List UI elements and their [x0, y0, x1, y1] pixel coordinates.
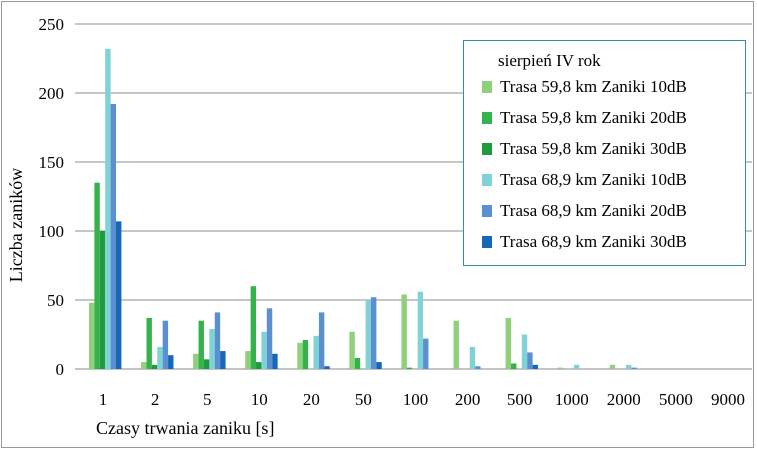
legend-label: Trasa 59,8 km Zaniki 30dB [500, 139, 687, 158]
bar-series-4-category-200 [475, 366, 481, 369]
x-tick-label: 5000 [659, 390, 693, 409]
bar-series-4-category-5 [214, 312, 221, 369]
legend-label: Trasa 68,9 km Zaniki 10dB [500, 170, 687, 189]
bar-series-1-category-5 [198, 320, 204, 369]
legend-item: Trasa 59,8 km Zaniki 20dB [482, 108, 687, 128]
bar-series-3-category-10 [261, 331, 267, 369]
legend-item: Trasa 59,8 km Zaniki 30dB [482, 139, 687, 159]
bar-series-3-category-50 [365, 300, 371, 369]
bar-series-3-category-2 [157, 346, 163, 369]
bar-series-3-category-5 [209, 328, 215, 369]
bar-series-0-category-500 [505, 317, 512, 369]
bar-series-3-category-100 [417, 291, 424, 369]
bar-series-0-category-1 [89, 302, 95, 369]
bar-series-3-category-1000 [573, 364, 580, 369]
legend-label: Trasa 59,8 km Zaniki 20dB [500, 108, 687, 127]
legend-swatch [482, 174, 492, 186]
legend-swatch [482, 143, 492, 155]
bar-series-3-category-200 [469, 346, 476, 369]
x-axis-ticks: 1 2 5 10 20 50 100 200 500 1000 2000 5000 9000 [99, 390, 745, 409]
legend-swatch [482, 112, 492, 124]
x-tick-label: 9000 [711, 390, 745, 409]
legend-label: Trasa 68,9 km Zaniki 30dB [500, 232, 687, 251]
bar-series-5-category-20 [324, 366, 330, 369]
bar-series-5-category-1 [116, 221, 122, 369]
bar-series-1-category-100 [406, 367, 413, 369]
legend-item: Trasa 68,9 km Zaniki 10dB [482, 170, 687, 190]
bar-series-4-category-2 [162, 320, 169, 369]
x-tick-label: 10 [251, 390, 268, 409]
bar-series-5-category-50 [376, 362, 382, 369]
gridlines [75, 23, 752, 370]
bar-series-1-category-10 [250, 286, 257, 369]
y-tick-label: 150 [39, 153, 65, 172]
bars [89, 48, 637, 370]
bar-series-2-category-1 [99, 231, 106, 369]
bar-series-5-category-2 [168, 355, 174, 369]
x-axis-title: Czasy trwania zaniku [s] [96, 418, 274, 438]
bar-series-0-category-50 [349, 331, 355, 369]
y-tick-label: 200 [39, 84, 65, 103]
legend-label: Trasa 68,9 km Zaniki 20dB [500, 201, 687, 220]
bar-series-1-category-500 [511, 363, 517, 369]
x-tick-label: 2 [151, 390, 160, 409]
bar-series-0-category-100 [401, 294, 407, 369]
bar-series-2-category-10 [256, 362, 262, 369]
y-tick-label: 50 [47, 291, 64, 310]
y-tick-label: 100 [39, 222, 65, 241]
bar-series-4-category-20 [318, 312, 325, 369]
legend-item: Trasa 68,9 km Zaniki 30dB [482, 232, 687, 252]
bar-series-5-category-10 [272, 353, 278, 369]
bar-series-0-category-5 [193, 353, 199, 369]
bar-series-0-category-20 [297, 342, 303, 369]
bar-series-4-category-1 [110, 104, 116, 369]
y-tick-label: 250 [39, 15, 65, 34]
x-tick-label: 2000 [607, 390, 641, 409]
legend-swatch [482, 236, 492, 248]
legend-item: Trasa 59,8 km Zaniki 10dB [482, 77, 687, 97]
legend-label: Trasa 59,8 km Zaniki 10dB [500, 77, 687, 96]
bar-series-3-category-20 [313, 335, 319, 369]
legend-title: sierpień IV rok [498, 51, 601, 70]
legend-item: Trasa 68,9 km Zaniki 20dB [482, 201, 687, 221]
x-tick-label: 1000 [555, 390, 589, 409]
legend: sierpień IV rok Trasa 59,8 km Zaniki 10d… [463, 40, 746, 266]
x-tick-label: 1 [99, 390, 108, 409]
bar-series-1-category-50 [354, 357, 361, 369]
bar-series-5-category-5 [220, 351, 226, 369]
y-axis-title: Liczba zaników [6, 168, 26, 282]
bar-series-2-category-5 [203, 359, 210, 369]
bar-series-0-category-10 [245, 351, 251, 369]
bar-series-1-category-2 [146, 317, 152, 369]
bar-series-5-category-500 [532, 364, 539, 369]
legend-swatch [482, 81, 492, 93]
bar-series-0-category-2000 [609, 364, 616, 369]
bar-series-4-category-100 [423, 338, 429, 369]
bar-series-2-category-2 [151, 364, 158, 369]
y-axis-ticks: 0 50 100 150 200 250 [39, 15, 65, 379]
bar-series-4-category-500 [527, 352, 533, 369]
x-tick-label: 500 [507, 390, 533, 409]
x-tick-label: 200 [455, 390, 481, 409]
legend-swatch [482, 205, 492, 217]
bar-series-4-category-50 [370, 297, 377, 369]
bar-series-4-category-2000 [631, 367, 637, 369]
bar-series-3-category-1 [105, 48, 111, 370]
bar-series-1-category-1 [94, 182, 100, 369]
bar-series-3-category-2000 [625, 364, 632, 369]
y-tick-label: 0 [56, 360, 65, 379]
bar-series-0-category-2 [141, 362, 147, 369]
x-tick-label: 20 [303, 390, 320, 409]
x-tick-label: 50 [355, 390, 372, 409]
bar-series-0-category-1000 [557, 367, 564, 369]
bar-series-1-category-20 [302, 340, 309, 369]
bar-series-3-category-500 [521, 334, 528, 369]
bar-series-0-category-200 [453, 320, 459, 369]
x-tick-label: 100 [403, 390, 429, 409]
bar-series-4-category-10 [266, 308, 273, 369]
x-tick-label: 5 [203, 390, 212, 409]
